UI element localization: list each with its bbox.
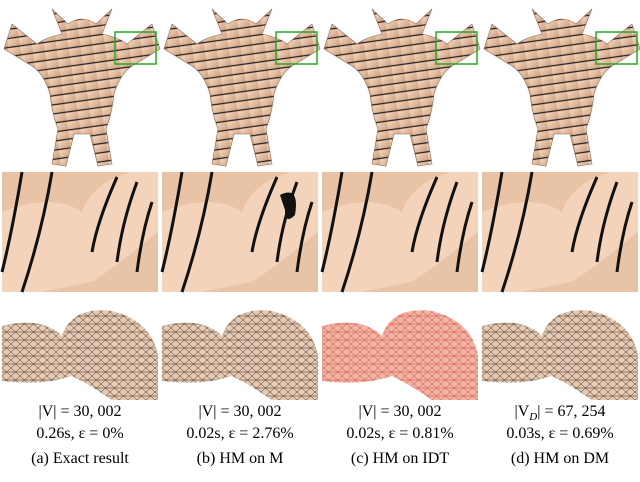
figure-images: [0, 0, 640, 405]
timing: 0.26s, ε = 0%: [0, 424, 160, 444]
timing: 0.02s, ε = 0.81%: [320, 424, 480, 444]
caption: (c) HM on IDT: [320, 449, 480, 469]
caption: (b) HM on M: [160, 449, 320, 469]
column-b: [162, 9, 320, 400]
vertex-count: |V| = 30, 002: [0, 402, 160, 422]
vertex-count-part: |V: [515, 403, 530, 420]
column-d: [482, 9, 640, 400]
timing: 0.03s, ε = 0.69%: [480, 424, 640, 444]
column-a: [2, 9, 160, 400]
caption: (a) Exact result: [0, 449, 160, 469]
column-c: [322, 9, 480, 400]
vertex-count: |V| = 30, 002: [320, 402, 480, 422]
figure: |V| = 30, 002 0.26s, ε = 0% (a) Exact re…: [0, 0, 640, 482]
timing: 0.02s, ε = 2.76%: [160, 424, 320, 444]
vertex-count-part: | = 67, 254: [537, 403, 605, 420]
vertex-count: |V| = 30, 002: [160, 402, 320, 422]
caption: (d) HM on DM: [480, 449, 640, 469]
